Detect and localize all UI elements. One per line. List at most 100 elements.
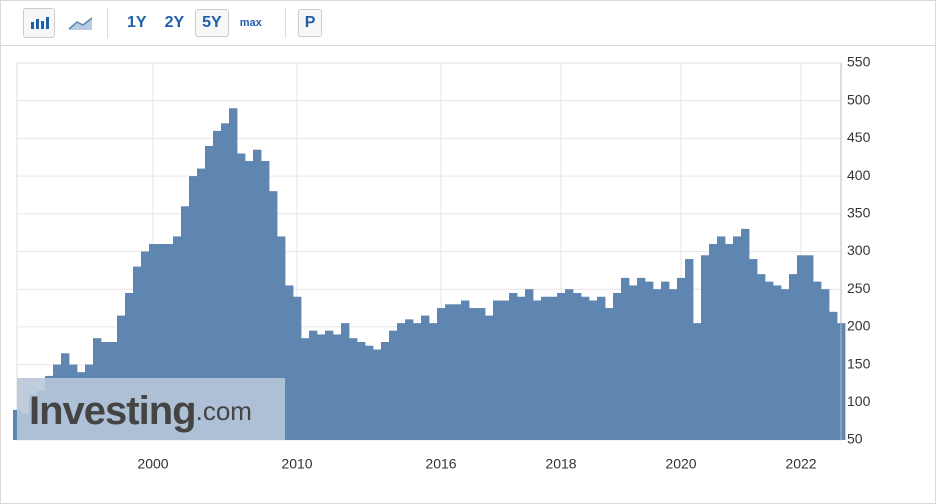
watermark: Investing.com	[29, 389, 252, 433]
bar	[317, 334, 326, 440]
bar	[285, 285, 294, 440]
bar	[637, 277, 646, 440]
bar	[309, 330, 318, 440]
bar	[589, 300, 598, 440]
bar	[605, 308, 614, 440]
bar	[229, 108, 238, 441]
bar	[373, 349, 382, 440]
bar	[365, 345, 374, 440]
period-button[interactable]: P	[297, 9, 323, 37]
watermark-box	[17, 378, 285, 440]
range-button[interactable]: 5Y	[195, 9, 229, 37]
bar	[117, 315, 126, 440]
x-tick-label: 2000	[137, 456, 168, 472]
bar	[205, 145, 214, 440]
bar	[349, 338, 358, 440]
bar	[469, 308, 478, 440]
bar	[141, 251, 150, 440]
range-button[interactable]: 2Y	[164, 14, 185, 31]
bar	[381, 341, 390, 440]
bar	[453, 304, 462, 440]
bar	[781, 289, 790, 440]
bar	[301, 338, 310, 440]
bar	[477, 308, 486, 440]
bar	[677, 277, 686, 440]
bar	[685, 259, 694, 440]
bar	[357, 341, 366, 440]
bar	[573, 292, 582, 440]
x-tick-label: 2022	[785, 456, 816, 472]
watermark-suffix: .com	[196, 396, 252, 426]
bar	[293, 296, 302, 440]
bar	[245, 161, 254, 440]
bar	[501, 300, 510, 440]
bar	[253, 149, 262, 440]
bar	[597, 296, 606, 440]
bar	[341, 323, 350, 440]
range-button[interactable]: 1Y	[127, 14, 147, 31]
bar	[733, 236, 742, 440]
bar	[189, 176, 198, 440]
bar	[765, 281, 774, 440]
bar	[213, 130, 222, 441]
bar	[413, 323, 422, 440]
bar	[181, 206, 190, 440]
y-tick-label: 100	[847, 393, 871, 409]
bar	[437, 308, 446, 440]
y-tick-label: 450	[847, 129, 871, 145]
bar	[821, 289, 830, 440]
bar	[173, 236, 182, 440]
bar	[269, 191, 278, 440]
bar	[493, 300, 502, 440]
bar	[261, 161, 270, 440]
bar	[717, 236, 726, 440]
y-tick-label: 300	[847, 242, 871, 258]
y-tick-label: 150	[847, 355, 871, 371]
separator	[107, 8, 108, 38]
chart: 50 100 150 200 250 300 350 400 450 500 550 2000 2010…	[13, 54, 871, 472]
bar	[485, 315, 494, 440]
bar	[445, 304, 454, 440]
bar	[557, 292, 566, 440]
bar	[621, 277, 630, 440]
y-tick-label: 200	[847, 318, 871, 334]
y-tick-label: 500	[847, 91, 871, 107]
bar	[333, 334, 342, 440]
bar	[653, 289, 662, 440]
y-tick-label: 250	[847, 280, 871, 296]
bar	[237, 153, 246, 440]
bar	[773, 285, 782, 440]
bar	[165, 243, 174, 440]
bar	[525, 289, 534, 440]
bar	[645, 281, 654, 440]
bar	[693, 323, 702, 440]
bar	[613, 292, 622, 440]
bar	[533, 300, 542, 440]
bar-chart-icon[interactable]	[23, 8, 55, 38]
bar	[797, 255, 806, 440]
x-tick-label: 2020	[665, 456, 696, 472]
range-button[interactable]: max	[239, 17, 262, 29]
line-chart-icon[interactable]	[65, 9, 95, 37]
bar	[749, 259, 758, 440]
separator	[284, 8, 286, 38]
bar	[157, 243, 166, 440]
toolbar: 1Y 2Y 5Y max P	[1, 1, 935, 46]
y-tick-label: 400	[847, 167, 871, 183]
bar	[741, 228, 750, 440]
bar	[813, 281, 822, 440]
bar	[757, 274, 766, 440]
bar	[405, 319, 414, 440]
bar	[541, 296, 550, 440]
bar	[461, 300, 470, 440]
bar	[549, 296, 558, 440]
bar	[629, 285, 638, 440]
x-tick-label: 2016	[425, 456, 456, 472]
bar	[661, 281, 670, 440]
watermark-brand: Investing	[29, 389, 196, 433]
x-tick-label: 2018	[545, 456, 576, 472]
bar	[125, 292, 134, 440]
bar	[709, 243, 718, 440]
bar	[277, 236, 286, 440]
bar	[429, 323, 438, 440]
